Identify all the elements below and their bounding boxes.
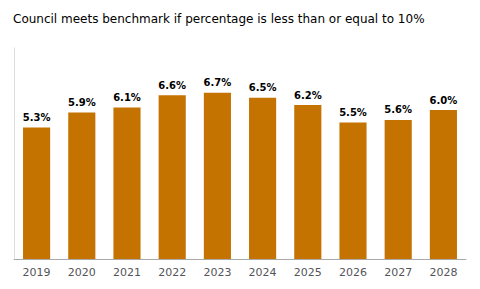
svg-text:2024: 2024 [249, 266, 277, 279]
svg-text:6.6%: 6.6% [158, 80, 186, 91]
svg-text:5.3%: 5.3% [23, 112, 51, 123]
svg-text:2021: 2021 [113, 266, 141, 279]
svg-text:Council meets benchmark if per: Council meets benchmark if percentage is… [13, 12, 425, 26]
svg-text:2023: 2023 [203, 266, 231, 279]
svg-text:6.5%: 6.5% [249, 82, 277, 93]
svg-text:2020: 2020 [68, 266, 96, 279]
svg-text:2019: 2019 [23, 266, 51, 279]
svg-text:5.5%: 5.5% [339, 107, 367, 118]
svg-text:2022: 2022 [158, 266, 186, 279]
svg-text:6.0%: 6.0% [430, 95, 458, 106]
svg-text:2025: 2025 [294, 266, 322, 279]
svg-text:2026: 2026 [339, 266, 367, 279]
svg-text:2027: 2027 [384, 266, 412, 279]
svg-text:5.6%: 5.6% [384, 104, 412, 115]
svg-text:6.2%: 6.2% [294, 90, 322, 101]
svg-text:6.7%: 6.7% [204, 77, 232, 88]
svg-text:2028: 2028 [429, 266, 457, 279]
svg-text:5.9%: 5.9% [68, 97, 96, 108]
svg-text:6.1%: 6.1% [113, 92, 141, 103]
